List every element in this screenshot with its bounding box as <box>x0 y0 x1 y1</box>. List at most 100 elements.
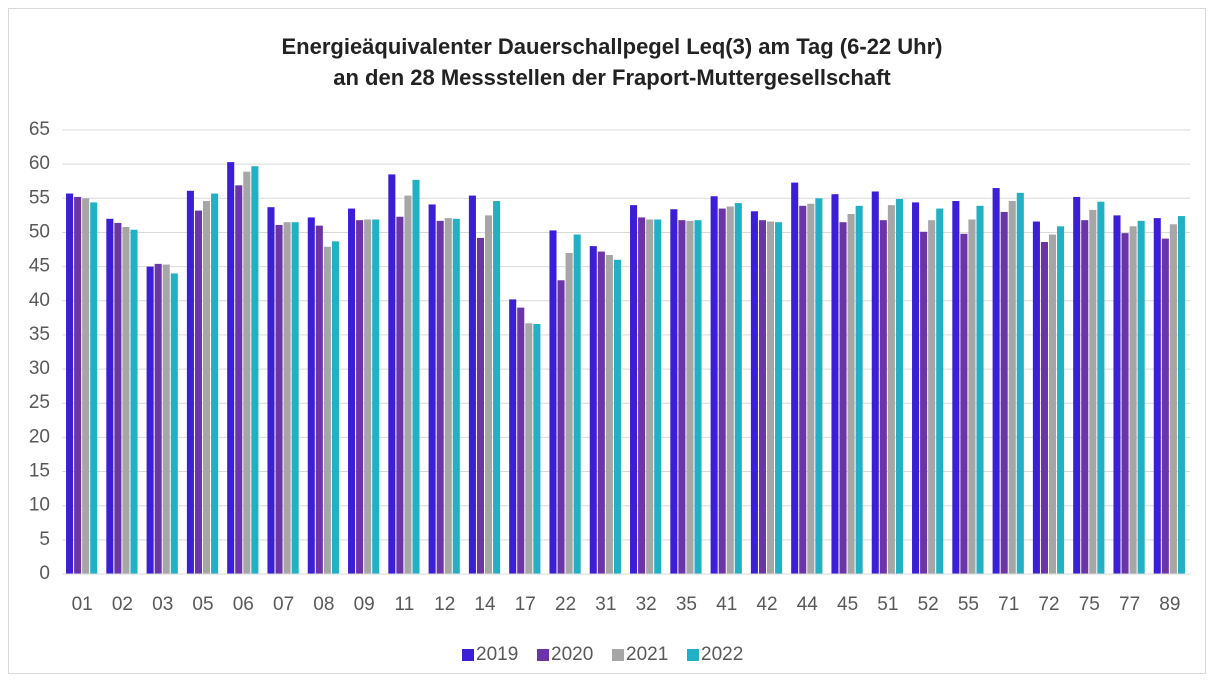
x-tick-label: 22 <box>555 594 576 615</box>
bar <box>106 218 114 575</box>
x-tick-label: 72 <box>1038 594 1059 615</box>
bar <box>718 208 726 575</box>
x-tick-label: 55 <box>958 594 979 615</box>
bar <box>404 195 412 574</box>
y-tick-label: 15 <box>29 461 50 482</box>
bar <box>227 162 235 574</box>
bar <box>412 179 420 574</box>
bar <box>74 196 82 575</box>
bar <box>775 222 783 574</box>
bar <box>251 166 259 575</box>
bar <box>66 193 74 574</box>
y-tick-label: 30 <box>29 358 50 379</box>
bar <box>573 234 581 574</box>
bar <box>936 208 944 575</box>
x-tick-label: 03 <box>152 594 173 615</box>
bar <box>348 208 356 575</box>
bar <box>372 219 380 574</box>
bar <box>291 222 299 574</box>
bar <box>194 210 202 574</box>
bar <box>565 252 573 574</box>
bar <box>1073 196 1081 575</box>
bar <box>203 201 211 575</box>
bar <box>1016 192 1024 574</box>
chart-title: Energieäquivalenter Dauerschallpegel Leq… <box>281 34 942 59</box>
bar <box>895 198 903 574</box>
bar <box>211 193 219 574</box>
bar <box>734 203 742 574</box>
x-tick-label: 14 <box>474 594 496 615</box>
x-tick-label: 31 <box>595 594 616 615</box>
bar <box>638 217 646 575</box>
x-tick-label: 75 <box>1079 594 1100 615</box>
y-tick-label: 0 <box>39 563 50 584</box>
bar <box>235 185 243 574</box>
bar <box>90 202 98 574</box>
bar <box>428 204 436 574</box>
bar <box>1161 238 1169 574</box>
bar <box>1000 211 1008 574</box>
y-tick-label: 25 <box>29 392 50 413</box>
y-tick-label: 50 <box>29 221 50 242</box>
bar <box>791 182 799 574</box>
x-tick-label: 08 <box>313 594 334 615</box>
y-tick-label: 60 <box>29 153 50 174</box>
bar <box>654 219 662 574</box>
bar <box>1032 221 1040 575</box>
bar <box>1153 218 1161 574</box>
bar <box>694 220 702 575</box>
legend-swatch <box>462 649 474 661</box>
x-tick-label: 42 <box>756 594 777 615</box>
x-tick-label: 89 <box>1159 594 1180 615</box>
bar <box>630 205 638 574</box>
bar <box>396 216 404 574</box>
bar <box>871 191 879 574</box>
chart-title: an den 28 Messstellen der Fraport-Mutter… <box>333 65 891 90</box>
bar <box>750 211 758 575</box>
bar <box>799 205 807 574</box>
x-tick-label: 09 <box>354 594 375 615</box>
bar <box>1089 209 1097 575</box>
x-tick-label: 32 <box>636 594 657 615</box>
bar <box>307 217 315 575</box>
bar <box>1137 220 1145 574</box>
legend-label: 2020 <box>551 644 593 665</box>
bar <box>1113 215 1121 574</box>
bar <box>1081 220 1089 575</box>
legend-swatch <box>537 649 549 661</box>
x-tick-label: 77 <box>1119 594 1140 615</box>
x-tick-label: 35 <box>676 594 697 615</box>
bar <box>525 323 533 574</box>
bar <box>1040 242 1048 575</box>
bar <box>122 226 130 574</box>
legend-label: 2022 <box>701 644 743 665</box>
y-tick-label: 65 <box>29 119 50 140</box>
bar <box>976 205 984 574</box>
bar <box>815 198 823 575</box>
x-tick-label: 44 <box>797 594 819 615</box>
bar <box>170 273 178 574</box>
bar <box>549 230 557 575</box>
x-tick-label: 06 <box>233 594 254 615</box>
y-tick-label: 35 <box>29 324 50 345</box>
bar <box>146 266 154 574</box>
bar <box>452 218 460 575</box>
bar <box>758 220 766 575</box>
bar <box>646 219 654 574</box>
x-tick-label: 17 <box>515 594 536 615</box>
x-tick-label: 07 <box>273 594 294 615</box>
x-tick-label: 45 <box>837 594 858 615</box>
bar <box>920 231 928 575</box>
bar <box>710 196 718 574</box>
bar <box>1129 226 1137 574</box>
x-tick-label: 51 <box>877 594 898 615</box>
bar <box>154 263 162 574</box>
bar <box>831 194 839 574</box>
bar <box>476 237 484 574</box>
legend-swatch <box>612 649 624 661</box>
bar <box>847 214 855 574</box>
bar <box>509 299 517 574</box>
bar <box>928 220 936 575</box>
